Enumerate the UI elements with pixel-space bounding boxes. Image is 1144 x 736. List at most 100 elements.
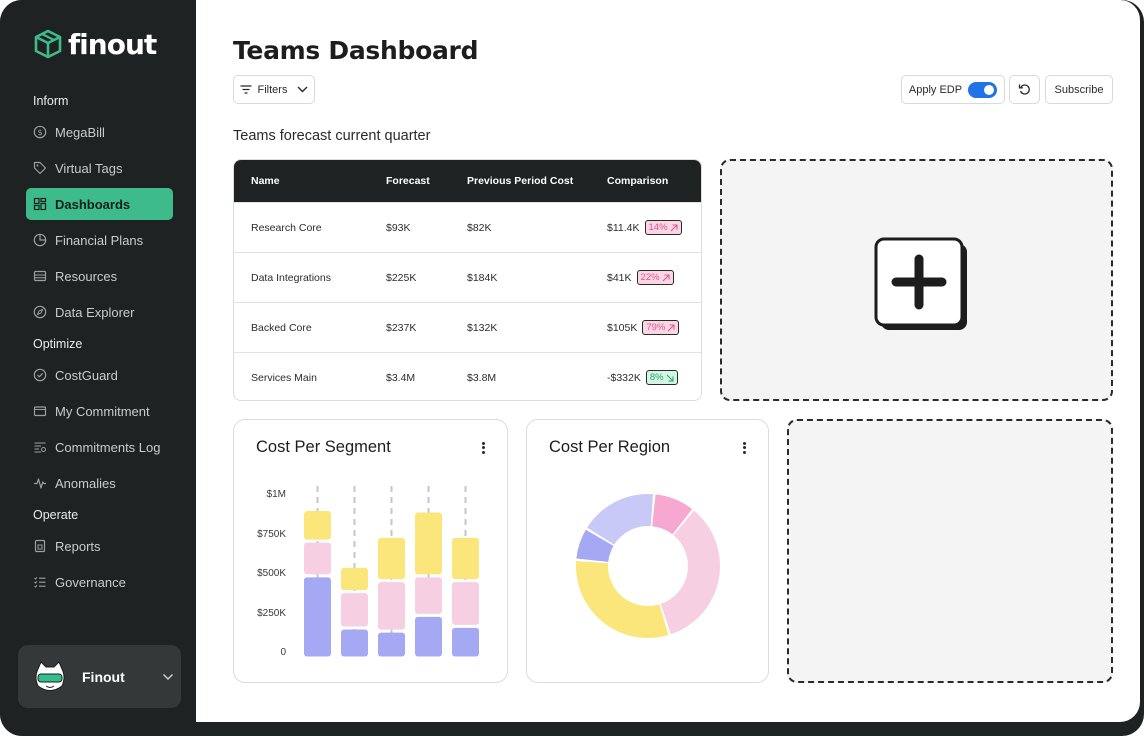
filters-button[interactable]: Filters [233, 75, 315, 104]
cell-previous: $184K [467, 271, 498, 284]
sidebar-item-label: My Commitment [55, 403, 150, 419]
comparison-diff: -$332K [607, 371, 641, 384]
user-menu[interactable]: Finout [18, 645, 181, 708]
bar-segment[interactable] [341, 629, 368, 657]
add-widget-button[interactable] [874, 237, 967, 330]
cell-previous: $82K [467, 221, 492, 234]
sidebar-item-dashboards[interactable]: Dashboards [26, 188, 173, 220]
cell-forecast: $3.4M [386, 371, 416, 384]
segment-chart-title: Cost Per Segment [256, 438, 391, 456]
column-header-comparison[interactable]: Comparison [607, 175, 669, 187]
comparison-badge: 22% [636, 270, 674, 285]
bar-segment[interactable] [341, 593, 368, 627]
finout-logo[interactable]: finout [32, 26, 157, 62]
column-header-name[interactable]: Name [251, 175, 280, 187]
comparison-pct: 79% [646, 322, 666, 333]
bar-segment[interactable] [304, 577, 331, 657]
comparison-diff: $41K [607, 271, 632, 284]
section-title-inform: Inform [33, 94, 69, 108]
apply-edp-toggle[interactable]: Apply EDP [901, 75, 1005, 104]
column-header-previous[interactable]: Previous Period Cost [467, 175, 574, 187]
region-donut-chart [576, 494, 720, 638]
sidebar-item-label: Reports [55, 538, 101, 554]
reset-button[interactable] [1009, 75, 1040, 104]
report-icon [33, 539, 47, 553]
region-more-icon[interactable] [738, 440, 750, 456]
bar-segment[interactable] [378, 582, 405, 630]
sidebar: finout Inform $ MegaBill Virtual Tags Da… [0, 0, 196, 736]
subscribe-button[interactable]: Subscribe [1045, 75, 1113, 104]
comparison-pct: 14% [648, 222, 668, 233]
sidebar-item-anomalies[interactable]: Anomalies [26, 467, 173, 499]
bar-segment[interactable] [415, 577, 442, 614]
bar-segment[interactable] [378, 537, 405, 580]
y-axis-tick-label: $250K [257, 607, 286, 619]
cost-per-region-card: Cost Per Region [526, 419, 769, 683]
teams-forecast-table: Name Forecast Previous Period Cost Compa… [233, 159, 702, 401]
cell-name: Research Core [251, 221, 322, 234]
donut-slice[interactable] [576, 529, 614, 562]
table-row[interactable]: Data Integrations $225K $184K $41K 22% [234, 252, 701, 302]
sidebar-item-label: Commitments Log [55, 439, 161, 455]
cell-name: Services Main [251, 371, 317, 384]
cat-avatar-icon [35, 660, 65, 691]
comparison-diff: $11.4K [607, 221, 640, 234]
table-row[interactable]: Research Core $93K $82K $11.4K 14% [234, 202, 701, 252]
cube-logo-icon [34, 29, 62, 59]
donut-slice[interactable] [587, 494, 654, 545]
segment-more-icon[interactable] [477, 440, 489, 456]
sidebar-item-virtual-tags[interactable]: Virtual Tags [26, 152, 173, 184]
segment-bar-chart [304, 486, 479, 657]
sidebar-item-data-explorer[interactable]: Data Explorer [26, 296, 173, 328]
bar-segment[interactable] [415, 512, 442, 575]
add-widget-placeholder [720, 159, 1113, 401]
column-header-forecast[interactable]: Forecast [386, 175, 430, 187]
apply-edp-label: Apply EDP [908, 83, 963, 96]
bar-segment[interactable] [378, 632, 405, 657]
bar-segment[interactable] [341, 567, 368, 591]
donut-slice[interactable] [652, 494, 693, 535]
bar-segment[interactable] [452, 627, 479, 657]
table-row[interactable]: Backed Core $237K $132K $105K 79% [234, 302, 701, 352]
compass-icon [33, 305, 47, 319]
pie-chart-icon [33, 233, 47, 247]
bar-segment[interactable] [304, 510, 331, 540]
filter-icon [240, 85, 252, 94]
subscribe-label: Subscribe [1054, 83, 1104, 96]
bar-segment[interactable] [415, 616, 442, 657]
log-list-icon [33, 440, 47, 454]
sidebar-item-costguard[interactable]: CostGuard [26, 359, 173, 391]
sidebar-item-my-commitment[interactable]: My Commitment [26, 395, 173, 427]
page-title: Teams Dashboard [233, 36, 479, 65]
donut-slice[interactable] [660, 510, 720, 635]
sidebar-item-financial-plans[interactable]: Financial Plans [26, 224, 173, 256]
arrow-up-right-icon [668, 323, 675, 331]
svg-text:$: $ [37, 128, 42, 137]
sidebar-item-megabill[interactable]: $ MegaBill [26, 116, 173, 148]
table-row[interactable]: Services Main $3.4M $3.8M -$332K 8% [234, 352, 701, 400]
cell-comparison: $105K 79% [607, 320, 680, 335]
chevron-down-icon [163, 673, 173, 680]
edp-switch[interactable] [968, 81, 998, 98]
bar-segment[interactable] [304, 542, 331, 575]
sidebar-item-governance[interactable]: Governance [26, 566, 173, 598]
filters-label: Filters [257, 83, 288, 96]
sidebar-item-commitments-log[interactable]: Commitments Log [26, 431, 173, 463]
cell-name: Data Integrations [251, 271, 331, 284]
plus-icon [874, 237, 967, 330]
empty-widget-slot[interactable] [787, 419, 1113, 683]
sidebar-item-resources[interactable]: Resources [26, 260, 173, 292]
donut-slice[interactable] [576, 560, 669, 638]
comparison-badge: 14% [644, 220, 682, 235]
cell-forecast: $237K [386, 321, 417, 334]
undo-icon [1018, 84, 1030, 95]
bar-segment[interactable] [452, 537, 479, 580]
cell-forecast: $225K [386, 271, 417, 284]
y-axis-tick-label: 0 [280, 647, 286, 658]
comparison-badge: 8% [645, 370, 678, 385]
sidebar-item-reports[interactable]: Reports [26, 530, 173, 562]
bar-segment[interactable] [452, 582, 479, 625]
section-title-optimize: Optimize [33, 337, 83, 351]
region-chart-title: Cost Per Region [549, 438, 671, 456]
